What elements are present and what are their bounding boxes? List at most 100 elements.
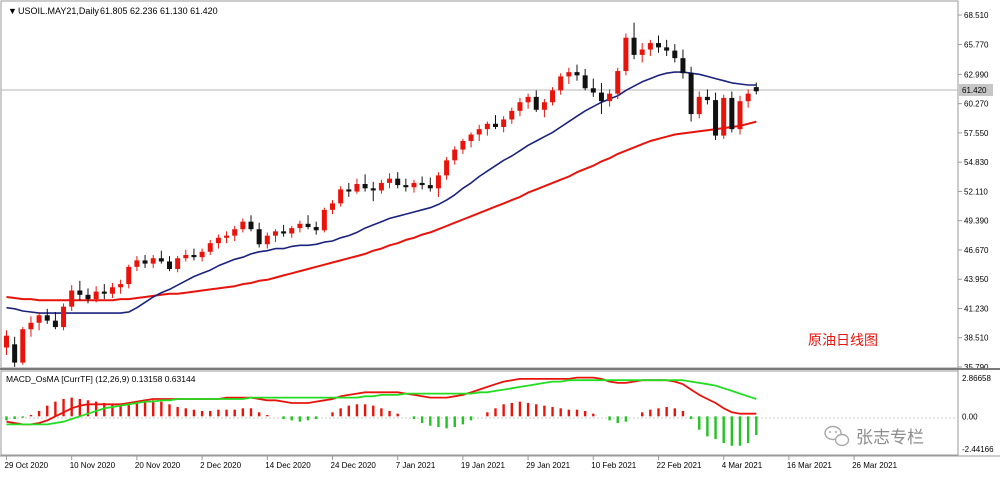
candle-body bbox=[541, 102, 547, 110]
candle bbox=[656, 35, 661, 53]
candle-body bbox=[395, 178, 401, 186]
time-tick-label: 10 Nov 2020 bbox=[70, 461, 116, 470]
candle bbox=[61, 303, 67, 331]
candle-body bbox=[36, 315, 42, 323]
candle bbox=[93, 286, 99, 303]
candle-body bbox=[590, 88, 596, 93]
candle bbox=[305, 215, 311, 230]
candle-body bbox=[167, 261, 172, 269]
candle-body bbox=[729, 97, 735, 130]
candle bbox=[566, 67, 572, 84]
candle bbox=[272, 229, 278, 243]
candle bbox=[721, 94, 727, 139]
candle bbox=[109, 282, 115, 299]
ma50-line bbox=[6, 120, 757, 302]
candle-body bbox=[150, 258, 156, 264]
candle-body bbox=[305, 223, 311, 228]
candle-body bbox=[411, 182, 417, 188]
indicator-tick-label: 0.00 bbox=[962, 412, 978, 421]
candle bbox=[215, 234, 221, 249]
time-tick-label: 10 Feb 2021 bbox=[591, 461, 636, 470]
price-tick-label: 57.550 bbox=[964, 129, 989, 138]
candle bbox=[696, 91, 702, 119]
time-tick-label: 29 Jan 2021 bbox=[526, 461, 571, 470]
candle-body bbox=[52, 320, 58, 328]
candle-body bbox=[44, 315, 50, 321]
candle bbox=[737, 95, 743, 135]
candle-body bbox=[403, 185, 409, 188]
wechat-icon bbox=[824, 425, 850, 447]
price-pane[interactable]: ▼ USOIL.MAY21,Daily 61.805 62.236 61.130… bbox=[0, 0, 959, 369]
candle-body bbox=[419, 182, 425, 186]
candle bbox=[378, 179, 384, 194]
candle-body bbox=[199, 251, 205, 258]
candle-body bbox=[607, 93, 613, 102]
time-tick-label: 24 Dec 2020 bbox=[331, 461, 377, 470]
candle bbox=[460, 138, 466, 154]
candle bbox=[183, 249, 189, 262]
candle-body bbox=[387, 178, 393, 183]
price-tick-label: 60.270 bbox=[964, 100, 989, 109]
time-tick-label: 4 Mar 2021 bbox=[722, 461, 763, 470]
price-tick-label: 62.990 bbox=[964, 70, 989, 79]
candle-body bbox=[134, 260, 140, 267]
candle bbox=[509, 107, 515, 124]
indicator-tick-label: 2.86658 bbox=[962, 374, 991, 383]
indicator-title: MACD_OsMA [CurrTF] (12,26,9) 0.13158 0.6… bbox=[6, 374, 196, 384]
candle-body bbox=[158, 258, 164, 262]
candle bbox=[444, 157, 450, 180]
candle bbox=[631, 22, 637, 60]
candle-body bbox=[12, 344, 18, 363]
candle-body bbox=[517, 102, 523, 111]
candle bbox=[158, 250, 164, 264]
candle bbox=[598, 82, 604, 115]
indicator-pane[interactable]: MACD_OsMA [CurrTF] (12,26,9) 0.13158 0.6… bbox=[0, 370, 994, 456]
time-axis: 29 Oct 2020 10 Nov 2020 20 Nov 2020 2 Dec 2… bbox=[0, 455, 1000, 470]
candle-body bbox=[289, 228, 295, 234]
price-tick-label: 52.110 bbox=[964, 187, 988, 196]
candle bbox=[36, 312, 42, 331]
collapse-arrow-icon[interactable]: ▼ bbox=[8, 6, 17, 16]
candle bbox=[20, 327, 26, 365]
candle bbox=[126, 264, 132, 289]
candle-body bbox=[582, 75, 588, 89]
candle bbox=[680, 49, 686, 79]
candle bbox=[484, 121, 490, 136]
candle bbox=[264, 232, 270, 249]
candle-body bbox=[354, 184, 360, 192]
candle-body bbox=[696, 96, 702, 115]
candle bbox=[403, 178, 409, 192]
candle bbox=[615, 67, 621, 100]
candle bbox=[493, 115, 498, 130]
candle bbox=[281, 224, 287, 237]
brand-label: 张志专栏 bbox=[856, 428, 924, 447]
candle-body bbox=[501, 119, 507, 127]
time-tick-label: 7 Jan 2021 bbox=[396, 461, 436, 470]
time-tick-label: 29 Oct 2020 bbox=[5, 461, 49, 470]
candle-body bbox=[737, 101, 743, 130]
candles-layer bbox=[4, 22, 759, 367]
candle bbox=[191, 248, 197, 261]
candle bbox=[338, 186, 344, 207]
candle-body bbox=[680, 58, 686, 74]
candle bbox=[346, 182, 352, 197]
price-tick-label: 43.950 bbox=[964, 275, 989, 284]
candle-body bbox=[435, 175, 441, 189]
ohlc-readout: 61.805 62.236 61.130 61.420 bbox=[100, 6, 218, 16]
current-price-tag-label: 61.420 bbox=[962, 86, 987, 95]
candle bbox=[85, 288, 91, 304]
time-tick-label: 16 Mar 2021 bbox=[787, 461, 832, 470]
candle-body bbox=[688, 73, 694, 115]
candle-body bbox=[566, 72, 572, 77]
candle-body bbox=[623, 37, 629, 72]
chart-watermark: 原油日线图 bbox=[808, 332, 878, 348]
indicator-tick-label: -2.44166 bbox=[962, 445, 994, 454]
candle bbox=[354, 178, 360, 194]
candle-body bbox=[330, 203, 335, 210]
candle-body bbox=[61, 306, 67, 328]
signal-line-layer bbox=[6, 379, 757, 426]
candle-body bbox=[656, 43, 661, 48]
candle-body bbox=[378, 182, 384, 191]
